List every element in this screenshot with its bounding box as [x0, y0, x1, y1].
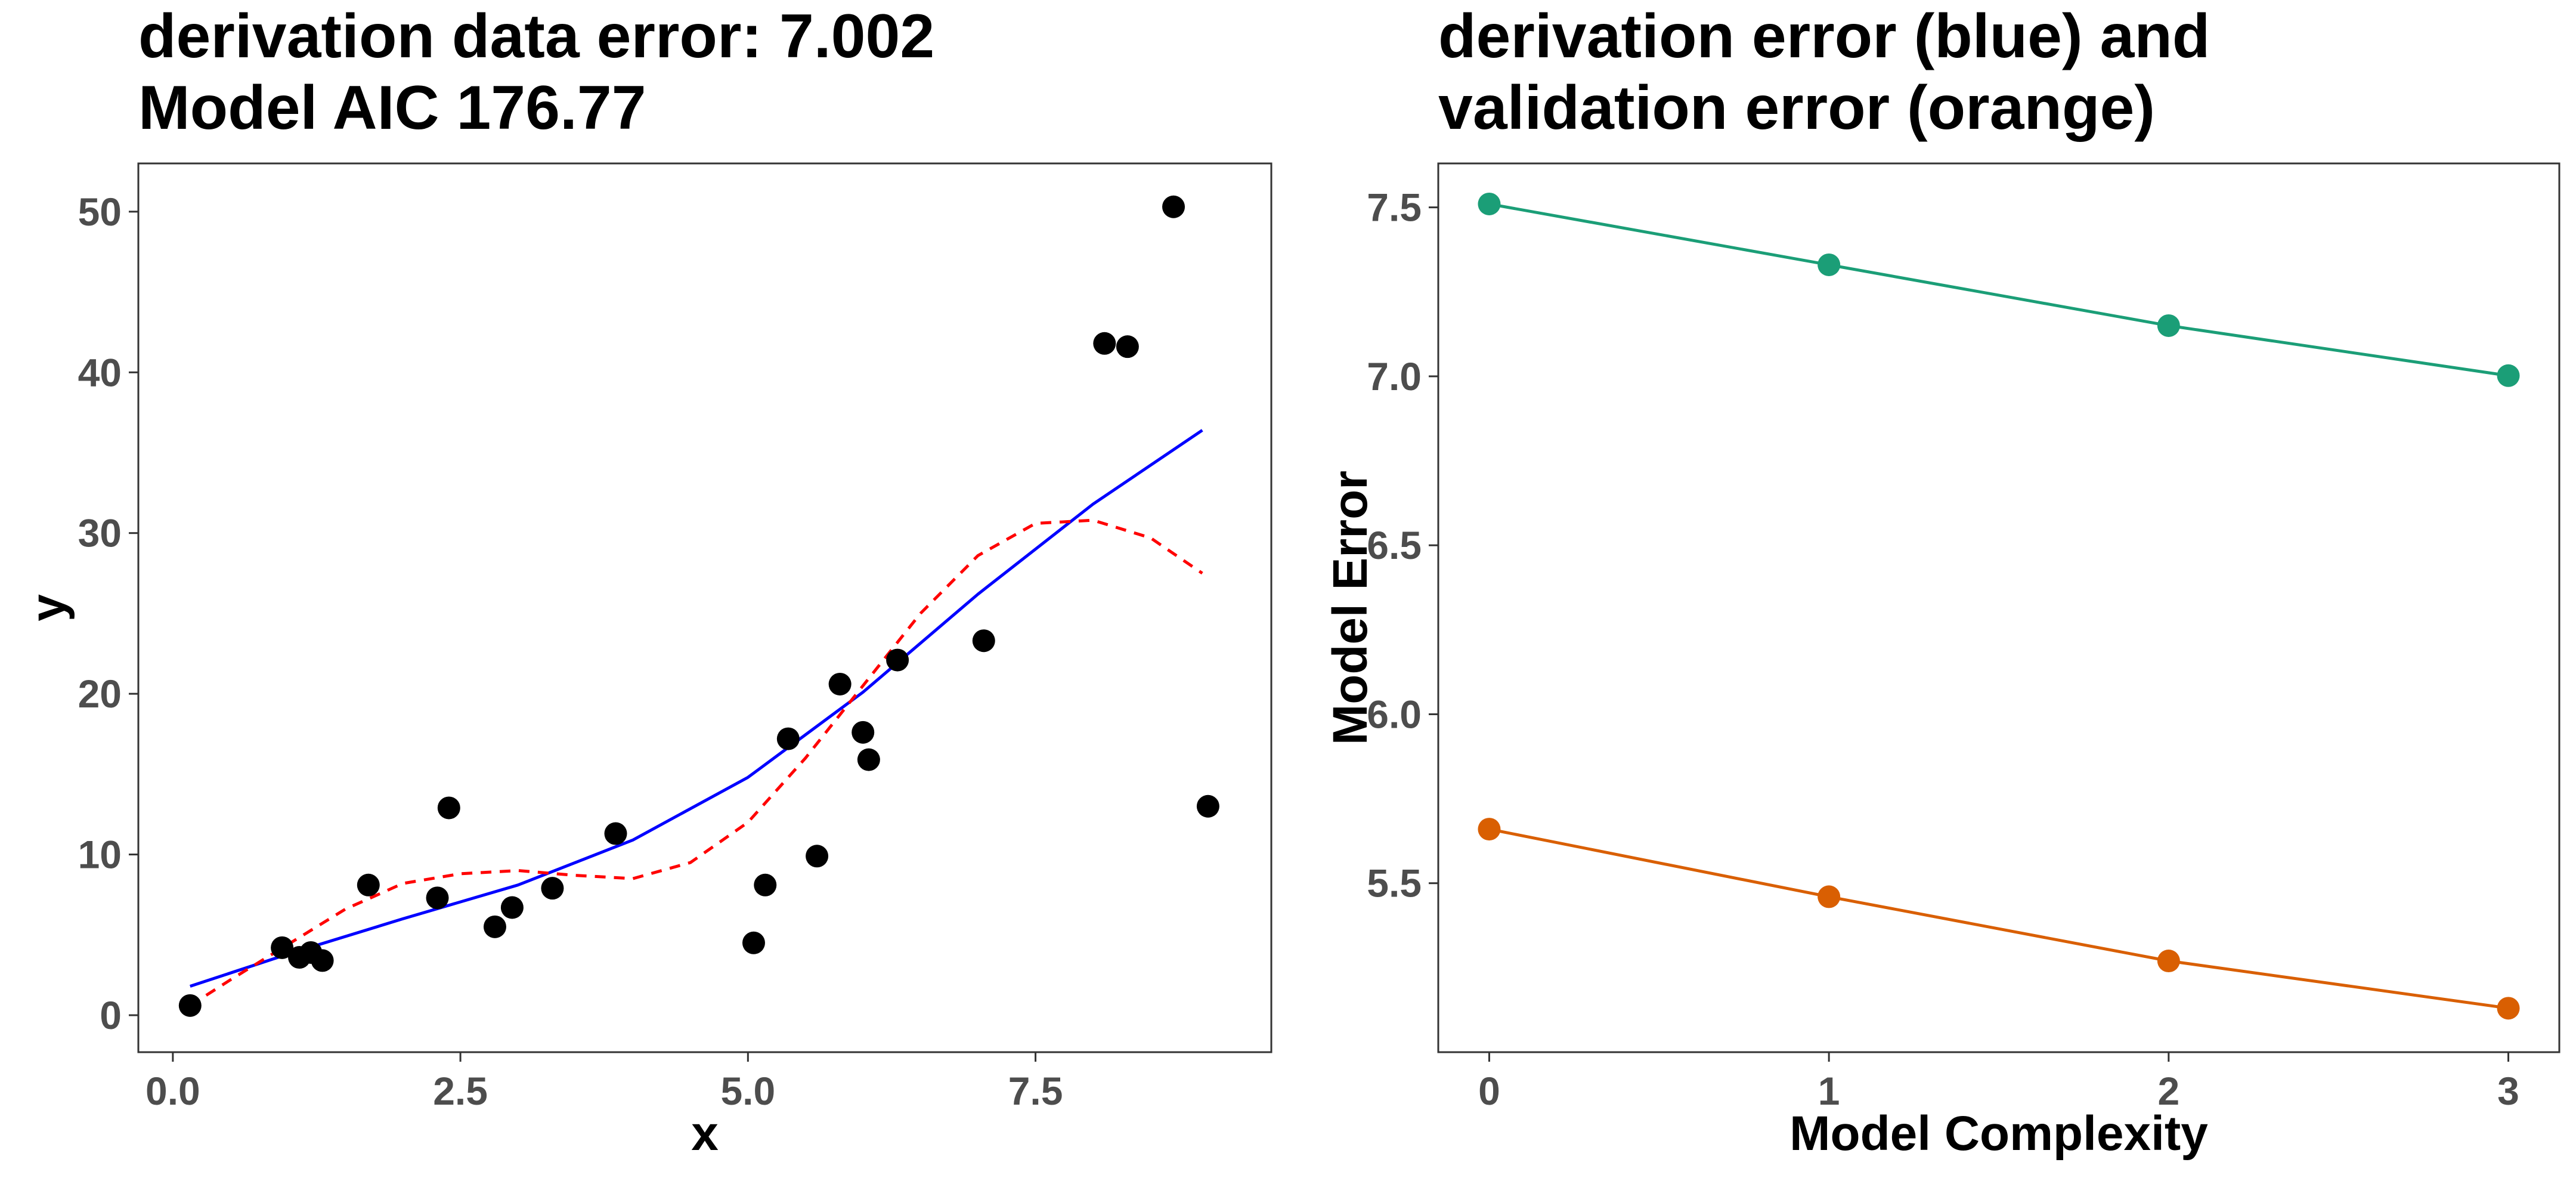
left-data-point — [1162, 195, 1185, 218]
right-y-tick-label: 7.0 — [1367, 354, 1422, 398]
left-y-axis-title: y — [21, 594, 75, 622]
left-data-point — [541, 877, 564, 900]
left-scatter-points — [178, 195, 1219, 1017]
right-series-0-point — [1818, 253, 1841, 276]
left-y-tick-label: 10 — [78, 833, 122, 877]
left-data-point — [754, 873, 777, 896]
left-title-line2: Model AIC 176.77 — [138, 73, 646, 143]
left-y-tick-label: 0 — [100, 993, 122, 1037]
left-data-point — [857, 748, 880, 771]
left-x-tick-label: 2.5 — [433, 1069, 488, 1113]
right-series-lines — [1489, 202, 2509, 1010]
right-series-0-point — [2497, 364, 2520, 387]
left-series-0-line — [190, 429, 1203, 988]
right-panel: derivation error (blue) and validation e… — [1323, 2, 2560, 1161]
right-plot-frame — [1437, 162, 2560, 1053]
left-data-point — [852, 721, 875, 744]
left-plot-frame — [137, 162, 1272, 1053]
left-data-point — [604, 822, 627, 845]
left-y-tick-label: 20 — [78, 672, 122, 716]
right-axis-ticks: 0 1 2 3 5.5 6.0 6.5 7.0 7.5 — [1367, 186, 2519, 1113]
right-series-1-point — [2157, 950, 2180, 973]
right-series-0-line — [1489, 202, 2509, 378]
right-series-0-point — [1478, 192, 1501, 215]
left-x-tick-label: 7.5 — [1008, 1069, 1063, 1113]
right-x-tick-label: 3 — [2497, 1069, 2519, 1113]
right-x-tick-label: 1 — [1818, 1069, 1840, 1113]
left-x-tick-label: 0.0 — [145, 1069, 200, 1113]
right-y-tick-label: 6.5 — [1367, 523, 1422, 567]
right-x-tick-label: 0 — [1478, 1069, 1500, 1113]
left-data-point — [806, 845, 829, 868]
left-data-point — [311, 949, 334, 972]
right-y-axis-title: Model Error — [1323, 471, 1377, 745]
left-data-point — [1116, 335, 1139, 358]
left-data-point — [483, 915, 506, 938]
left-data-point — [828, 672, 852, 695]
left-data-point — [742, 931, 765, 954]
right-x-axis-title: Model Complexity — [1789, 1106, 2208, 1161]
right-series-points — [1478, 192, 2520, 1020]
right-series-1-point — [1818, 885, 1841, 908]
left-data-point — [886, 648, 909, 672]
left-data-point — [426, 886, 449, 910]
right-series-0-point — [2157, 314, 2180, 337]
left-series-1-line — [189, 518, 1203, 1007]
left-axis-ticks: 0.0 2.5 5.0 7.5 0 10 20 30 40 50 — [78, 190, 1063, 1113]
left-x-tick-label: 5.0 — [720, 1069, 775, 1113]
right-y-tick-label: 5.5 — [1367, 861, 1422, 905]
left-data-point — [1093, 332, 1116, 355]
left-panel: derivation data error: 7.002 Model AIC 1… — [21, 2, 1272, 1161]
right-y-tick-label: 6.0 — [1367, 692, 1422, 736]
left-data-point — [437, 796, 460, 820]
left-y-tick-label: 50 — [78, 190, 122, 234]
left-data-point — [271, 936, 294, 959]
left-data-point — [178, 994, 202, 1017]
left-y-tick-label: 30 — [78, 511, 122, 555]
left-data-point — [1196, 794, 1219, 818]
left-series-lines — [189, 429, 1203, 1007]
right-series-1-point — [2497, 997, 2520, 1020]
right-y-tick-label: 7.5 — [1367, 186, 1422, 230]
right-series-1-point — [1478, 818, 1501, 841]
right-x-tick-label: 2 — [2157, 1069, 2179, 1113]
left-data-point — [776, 727, 800, 750]
left-data-point — [357, 873, 380, 896]
left-y-tick-label: 40 — [78, 350, 122, 394]
left-data-point — [972, 629, 995, 653]
right-series-1-line — [1489, 827, 2509, 1010]
left-x-axis-title: x — [691, 1106, 719, 1161]
right-title-line1: derivation error (blue) and — [1438, 2, 2210, 71]
right-title-line2: validation error (orange) — [1438, 73, 2155, 143]
left-title-line1: derivation data error: 7.002 — [138, 2, 934, 71]
left-data-point — [500, 896, 524, 919]
